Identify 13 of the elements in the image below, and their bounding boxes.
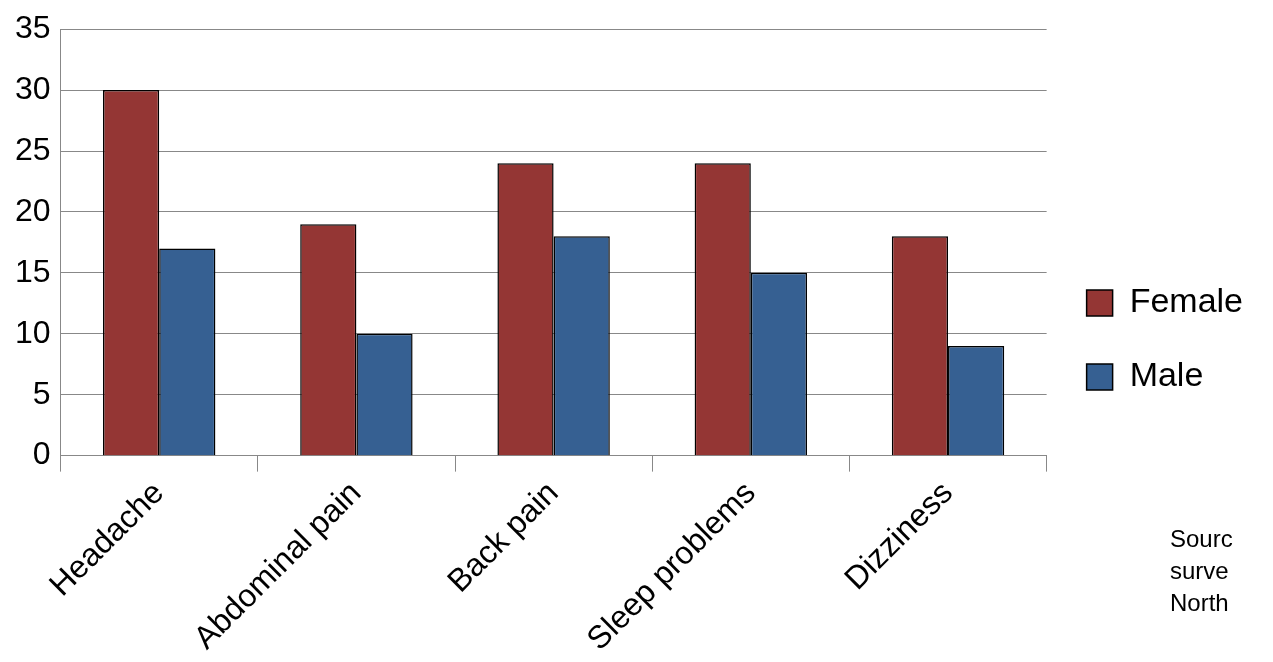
y-tick-label: 35: [15, 9, 51, 46]
y-tick-label: 10: [15, 313, 51, 350]
y-tick-label: 0: [32, 435, 51, 472]
text: Sourc: [1170, 524, 1233, 552]
text: North: [1170, 588, 1229, 616]
legend-label: Female: [1129, 281, 1243, 320]
text: surve: [1170, 556, 1229, 584]
y-tick-label: 20: [15, 191, 51, 228]
y-tick-label: 15: [15, 252, 51, 289]
legend-label: Male: [1129, 355, 1204, 394]
y-tick-label: 5: [32, 374, 51, 411]
y-tick-label: 25: [15, 130, 51, 167]
y-tick-label: 30: [15, 69, 51, 106]
